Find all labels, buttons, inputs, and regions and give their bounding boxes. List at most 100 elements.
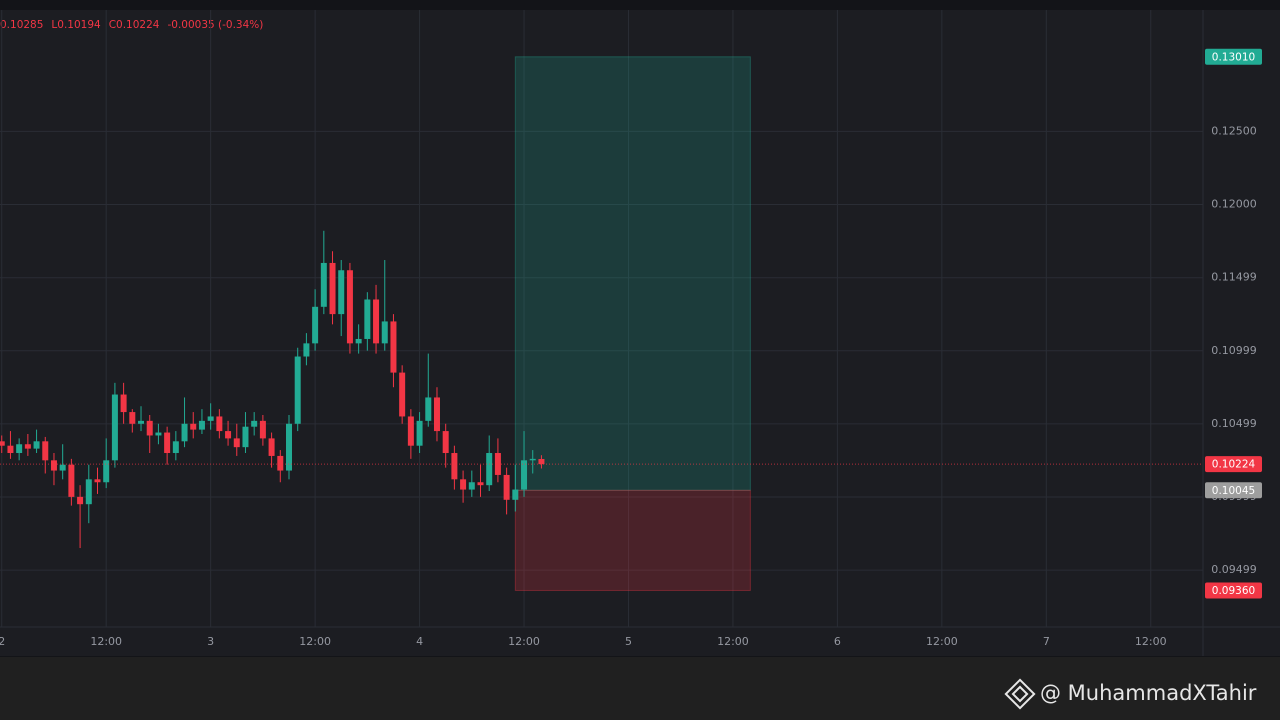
stop-label: 0.09360 (1212, 585, 1255, 597)
candle-body (16, 444, 23, 454)
candle-body (373, 299, 380, 344)
candle-body (0, 441, 5, 446)
x-tick-label: 5 (625, 635, 632, 648)
x-tick-label: 12:00 (717, 635, 749, 648)
x-tick-label: 12:00 (299, 635, 331, 648)
candle-body (468, 482, 475, 490)
candle-body (155, 432, 162, 436)
candle-body (451, 453, 458, 480)
ohlc-header: C0.10224 (109, 19, 160, 31)
candle-body (285, 423, 292, 471)
candle-body (198, 420, 205, 430)
candle-body (181, 423, 188, 442)
target-label-box (1205, 48, 1262, 65)
footer (0, 657, 1280, 720)
candle-body (538, 459, 545, 465)
candle-body (172, 441, 179, 454)
loss-zone (514, 489, 751, 591)
plot: 0.10285 L0.10194 C0.10224 -0.00035 (-0.34%)… (0, 10, 1262, 648)
candle-body (486, 453, 493, 486)
candle-body (7, 445, 14, 454)
watermark: @ MuhammadXTahir (1040, 681, 1257, 705)
y-tick-label: 0.10999 (1211, 344, 1257, 357)
candle-body (433, 397, 440, 432)
candle-body (59, 464, 66, 471)
ohlc-header: -0.00035 (-0.34%) (167, 19, 263, 31)
candle-body (442, 431, 449, 454)
last-price-label: 0.10224 (1212, 459, 1256, 471)
candle-body (50, 460, 57, 471)
candle-body (346, 270, 353, 344)
candle-body (512, 489, 519, 500)
candle-body (77, 496, 84, 505)
watermark-icon (1004, 678, 1036, 710)
candle-body (503, 474, 510, 500)
candle-body (381, 321, 388, 344)
candle-body (42, 441, 49, 461)
candle-body (138, 420, 145, 424)
candle-body (190, 423, 197, 430)
candle-body (320, 262, 327, 307)
target-label: 0.13010 (1212, 51, 1255, 63)
candle-body (259, 420, 266, 439)
candle-body (390, 321, 397, 373)
y-tick-label: 0.10499 (1211, 417, 1257, 430)
stop-label-box (1205, 582, 1262, 599)
x-tick-label: 12:00 (508, 635, 540, 648)
last-price-label-box (1205, 456, 1262, 473)
chart-pane (0, 10, 1280, 656)
candle-body (329, 262, 336, 315)
candle-body (94, 479, 101, 483)
candle-body (521, 460, 528, 490)
candle-body (33, 441, 40, 449)
x-tick-label: 3 (207, 635, 214, 648)
y-tick-label: 0.12000 (1211, 197, 1257, 210)
entry-label: 0.10045 (1212, 485, 1255, 497)
candle-body (294, 356, 301, 424)
candle-body (164, 432, 171, 454)
x-tick-label: 2 (0, 635, 5, 648)
candle-body (68, 464, 75, 497)
candle-body (85, 479, 92, 505)
candle-body (529, 458, 536, 461)
candle-body (146, 420, 153, 436)
x-tick-label: 6 (834, 635, 841, 648)
candle-body (251, 420, 258, 427)
entry-label-box (1205, 482, 1262, 499)
candle-body (364, 299, 371, 339)
candle-body (303, 343, 310, 357)
candle-body (233, 438, 240, 448)
y-tick-label: 0.09499 (1211, 563, 1257, 576)
candle-body (24, 444, 31, 449)
candle-body (425, 397, 432, 421)
y-tick-label: 0.11499 (1211, 271, 1257, 284)
candle-body (277, 455, 284, 471)
x-tick-label: 12:00 (90, 635, 122, 648)
candle-body (268, 438, 275, 456)
candle-body (207, 416, 214, 421)
x-tick-label: 12:00 (926, 635, 958, 648)
y-tick-label: 0.12500 (1211, 124, 1257, 137)
candle-body (477, 482, 484, 486)
candle-body (416, 420, 423, 446)
candle-body (242, 426, 249, 448)
candle-body (312, 306, 319, 344)
candle-body (120, 394, 127, 413)
ohlc-header: 0.10285 (0, 19, 43, 31)
candle-body (494, 453, 501, 475)
candle-body (338, 270, 345, 315)
ohlc-header: L0.10194 (51, 19, 101, 31)
candle-body (129, 412, 136, 424)
candle-body (407, 416, 414, 446)
candle-body (103, 460, 110, 483)
profit-zone (514, 56, 751, 491)
candle-body (355, 338, 362, 344)
candle-body (111, 394, 118, 461)
x-tick-label: 4 (416, 635, 423, 648)
x-tick-label: 12:00 (1135, 635, 1167, 648)
candle-body (460, 479, 467, 490)
x-tick-label: 7 (1043, 635, 1050, 648)
candle-body (399, 372, 406, 417)
candle-body (225, 431, 232, 439)
